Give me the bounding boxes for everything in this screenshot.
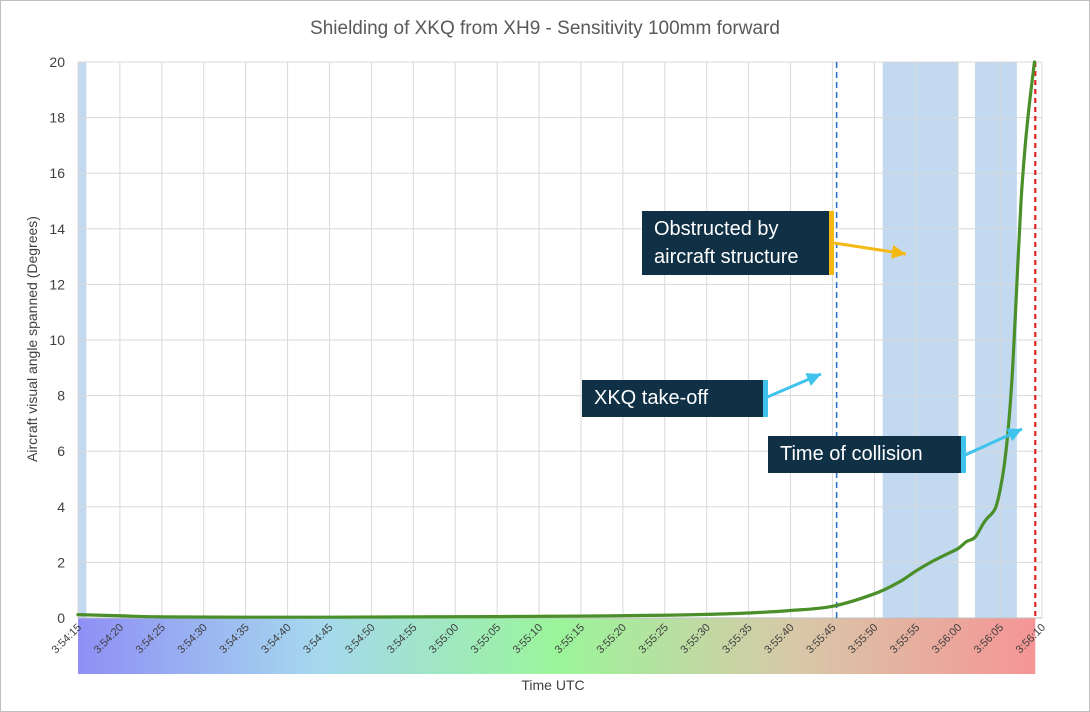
- gridlines: [77, 61, 1043, 619]
- y-tick-label: 0: [57, 610, 65, 626]
- arrow-obstructed-head: [891, 244, 906, 259]
- y-tick-label: 4: [57, 499, 65, 515]
- annotation-obstructed-accent: [829, 211, 834, 275]
- x-axis-band: [78, 618, 1036, 674]
- arrow-collision-head: [1006, 428, 1022, 442]
- series-line-1: [76, 60, 1037, 619]
- arrow-takeoff-head: [805, 373, 821, 386]
- annotation-obstructed-line-2: aircraft structure: [654, 246, 799, 268]
- y-tick-label: 14: [49, 221, 65, 237]
- y-tick-label: 18: [49, 110, 65, 126]
- y-axis-label: Aircraft visual angle spanned (Degrees): [24, 216, 40, 462]
- annotation-collision: Time of collision: [768, 436, 966, 473]
- y-tick-label: 8: [57, 388, 65, 404]
- y-tick-label: 6: [57, 443, 65, 459]
- vertical-markers: [835, 62, 1037, 618]
- y-tick-label: 10: [49, 332, 65, 348]
- annotation-obstructed: Obstructed by aircraft structure: [642, 211, 834, 275]
- series-group: [76, 60, 1037, 619]
- x-axis-label: Time UTC: [521, 677, 584, 693]
- x-axis-gradient-band: [78, 618, 1036, 674]
- annotation-collision-line-1: Time of collision: [780, 443, 923, 465]
- y-tick-label: 16: [49, 165, 65, 181]
- y-tick-labels: 0 2 4 6 8 10 12 14 16 18 20: [49, 54, 65, 626]
- annotation-takeoff-line-1: XKQ take-off: [594, 387, 709, 409]
- y-tick-label: 2: [57, 554, 65, 570]
- annotation-arrows: [764, 241, 1023, 458]
- annotation-obstructed-line-1: Obstructed by: [654, 218, 779, 240]
- chart-title: Shielding of XKQ from XH9 - Sensitivity …: [310, 18, 780, 39]
- y-tick-label: 20: [49, 54, 65, 70]
- y-tick-label: 12: [49, 276, 65, 292]
- annotation-takeoff-accent: [763, 380, 768, 417]
- annotation-takeoff: XKQ take-off: [582, 380, 768, 417]
- annotation-collision-accent: [961, 436, 966, 473]
